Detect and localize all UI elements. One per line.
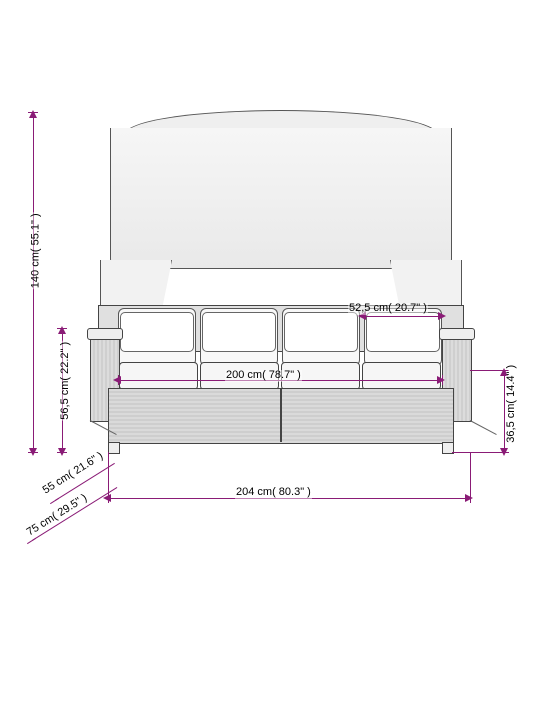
dim-ext <box>452 452 508 453</box>
dim-tick <box>442 375 443 385</box>
arrow-icon <box>465 494 473 502</box>
dim-label-width-inner: 200 cm( 78.7" ) <box>225 370 302 382</box>
cushion <box>118 308 196 366</box>
dim-label-seat-back-h: 56,5 cm( 22.2" ) <box>60 341 72 421</box>
product-drawing <box>70 110 490 470</box>
dim-tick <box>118 375 119 385</box>
dim-ext <box>470 370 508 371</box>
dim-tick <box>28 452 38 453</box>
arrow-icon <box>438 312 446 320</box>
front-divider <box>280 388 282 442</box>
arrow-icon <box>113 376 121 384</box>
cushion <box>282 308 360 366</box>
dim-line-cushion-w <box>363 316 443 317</box>
dim-label-width-total: 204 cm( 80.3" ) <box>235 487 312 499</box>
dim-label-height-total: 140 cm( 55.1" ) <box>31 212 43 289</box>
canopy-body <box>110 128 452 269</box>
armrest-top-right <box>439 328 475 340</box>
armrest-top-left <box>87 328 123 340</box>
foot-left <box>108 442 120 454</box>
diagram-stage: 140 cm( 55.1" ) 56,5 cm( 22.2" ) 36,5 cm… <box>0 0 540 720</box>
dim-label-cushion-w: 52,5 cm( 20.7" ) <box>348 303 428 315</box>
dim-ext <box>470 452 471 502</box>
dim-tick <box>27 538 36 544</box>
cushion <box>200 308 278 366</box>
dim-tick <box>28 112 38 113</box>
dim-ext <box>108 452 109 502</box>
dim-tick <box>57 328 67 329</box>
seat-cushion <box>362 362 441 390</box>
perspective-line <box>470 420 497 435</box>
arrow-icon <box>437 376 445 384</box>
dim-tick <box>57 452 67 453</box>
seat-cushion <box>119 362 198 390</box>
dim-label-front-h: 36,5 cm( 14.4" ) <box>506 364 518 444</box>
dim-tick <box>50 498 59 504</box>
